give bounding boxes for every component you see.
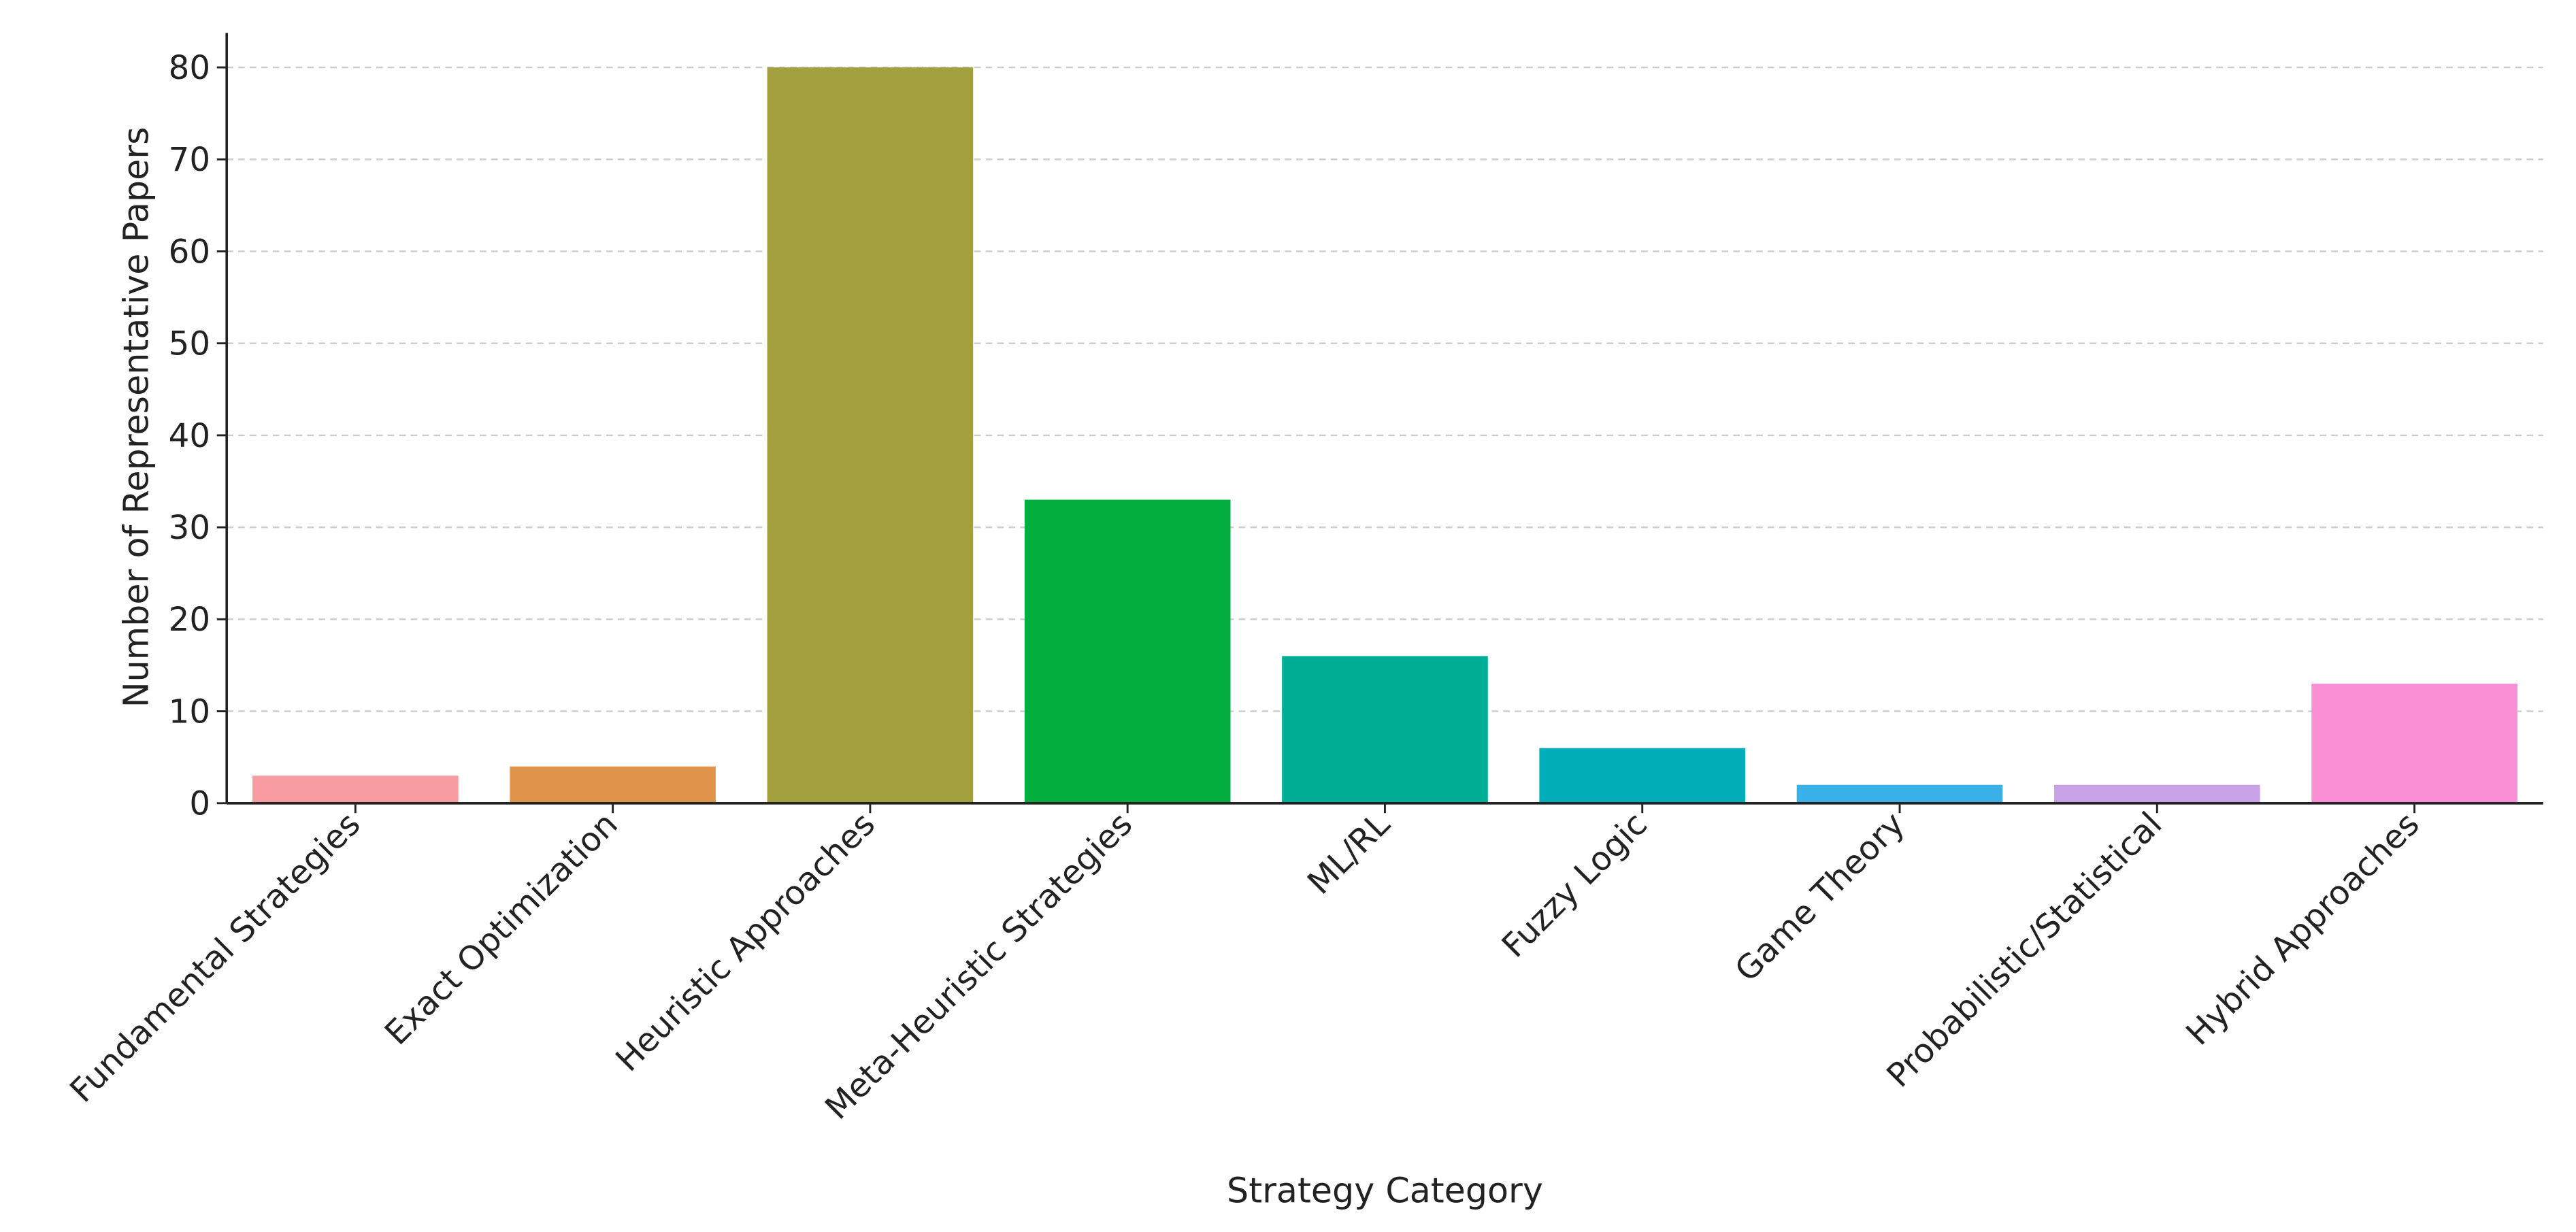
y-tick-label: 80 bbox=[169, 49, 210, 87]
x-axis-label: Strategy Category bbox=[1227, 1170, 1543, 1210]
y-axis-label: Number of Representative Papers bbox=[116, 127, 156, 707]
y-tick-label: 10 bbox=[169, 693, 210, 731]
x-tick-label: Hybrid Approaches bbox=[2179, 805, 2427, 1052]
y-tick-label: 0 bbox=[189, 785, 210, 823]
y-tick-label: 60 bbox=[169, 233, 210, 271]
x-tick-label: Fundamental Strategies bbox=[63, 805, 367, 1110]
bar bbox=[2311, 683, 2517, 803]
x-tick-label: Game Theory bbox=[1728, 805, 1912, 989]
bar bbox=[1539, 748, 1746, 803]
bar bbox=[767, 67, 974, 803]
y-tick-label: 70 bbox=[169, 141, 210, 179]
x-tick-label: Probabilistic/Statistical bbox=[1879, 805, 2169, 1095]
bar bbox=[1024, 499, 1231, 803]
x-tick-label: ML/RL bbox=[1300, 805, 1397, 901]
bar bbox=[510, 766, 716, 803]
x-tick-label: Exact Optimization bbox=[378, 805, 625, 1052]
bar bbox=[1796, 784, 2003, 803]
y-tick-label: 40 bbox=[169, 417, 210, 455]
x-tick-label: Heuristic Approaches bbox=[608, 805, 882, 1079]
x-tick-label: Fuzzy Logic bbox=[1495, 805, 1655, 965]
x-tick-label: Meta-Heuristic Strategies bbox=[818, 805, 1140, 1127]
bar bbox=[252, 776, 459, 803]
bar bbox=[2053, 784, 2260, 803]
y-tick-label: 50 bbox=[169, 325, 210, 363]
y-tick-label: 30 bbox=[169, 509, 210, 547]
bar bbox=[1282, 656, 1488, 803]
y-tick-label: 20 bbox=[169, 601, 210, 639]
